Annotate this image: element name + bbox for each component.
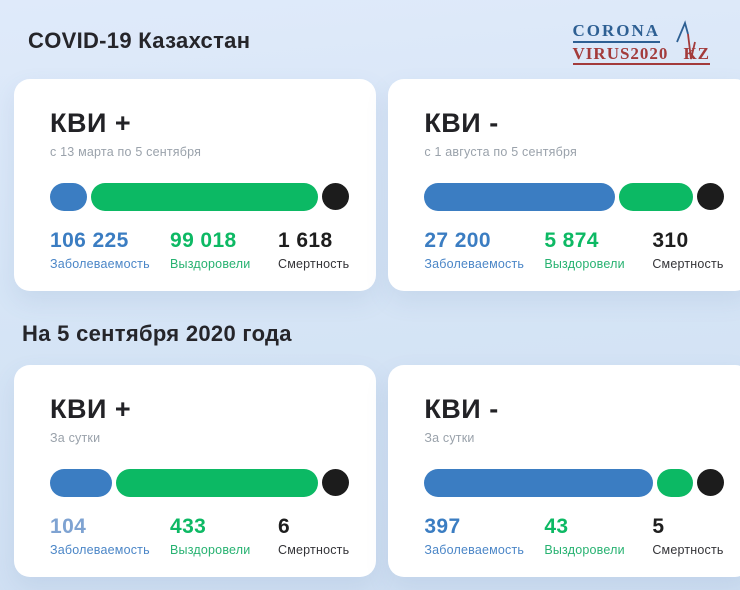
stat-label: Выздоровели	[170, 256, 251, 271]
stat-value: 6	[278, 514, 291, 538]
infected-bar-segment	[50, 468, 113, 497]
recovered-bar-segment	[657, 468, 693, 497]
stat-bar	[50, 182, 350, 211]
stat-label: Смертность	[652, 256, 724, 271]
stat-label: Смертность	[278, 256, 350, 271]
infected-bar-segment	[424, 468, 654, 497]
stat-recovered: 433 Выздоровели	[170, 515, 278, 557]
stat-value: 5 874	[544, 228, 599, 252]
logo-line2a: VIRUS2020	[572, 44, 669, 63]
stat-label: Смертность	[278, 542, 350, 557]
card-subtitle: с 13 марта по 5 сентября	[50, 144, 202, 159]
card-title: КВИ +	[50, 394, 132, 424]
stat-value: 106 225	[50, 228, 129, 252]
stat-label: Заболеваемость	[50, 542, 150, 557]
stat-value: 5	[652, 514, 665, 538]
recovered-bar-segment	[618, 182, 693, 211]
header: COVID-19 Казахстан CORONA VIRUS2020 KZ	[0, 0, 740, 79]
stat-infected: 104 Заболеваемость	[50, 515, 170, 557]
stat-label: Выздоровели	[544, 542, 625, 557]
stat-value: 433	[170, 514, 207, 538]
stat-value: 310	[652, 228, 689, 252]
stat-label: Выздоровели	[170, 542, 251, 557]
stat-label: Заболеваемость	[424, 542, 525, 557]
stat-infected: 27 200 Заболеваемость	[424, 229, 544, 271]
stat-value: 43	[544, 514, 569, 538]
card-title: КВИ -	[424, 108, 499, 138]
stats-row: 397 Заболеваемость 43 Выздоровели 5 Смер…	[424, 515, 723, 557]
stats-row: 104 Заболеваемость 433 Выздоровели 6 Сме…	[50, 515, 349, 557]
stat-bar	[424, 468, 724, 497]
stat-label: Выздоровели	[544, 256, 625, 271]
stat-card-kvi-plus-total: КВИ + с 13 марта по 5 сентября 106 225 З…	[14, 79, 377, 291]
stat-deaths: 310 Смертность	[652, 229, 723, 271]
card-subtitle: За сутки	[424, 430, 475, 445]
stat-deaths: 5 Смертность	[652, 515, 723, 557]
stat-recovered: 99 018 Выздоровели	[170, 229, 278, 271]
page-title: COVID-19 Казахстан	[28, 28, 251, 53]
stat-card-kvi-plus-daily: КВИ + За сутки 104 Заболеваемость 433 Вы…	[14, 365, 377, 577]
coronavirus2020kz-logo[interactable]: CORONA VIRUS2020 KZ	[572, 20, 712, 65]
logo-line1: CORONA	[572, 22, 661, 43]
stat-recovered: 5 874 Выздоровели	[544, 229, 652, 271]
deaths-bar-dot	[696, 469, 724, 497]
heartbeat-pulse-icon	[676, 20, 696, 60]
infected-bar-segment	[424, 182, 615, 211]
recovered-bar-segment	[90, 182, 319, 211]
stat-label: Заболеваемость	[424, 256, 525, 271]
stat-value: 397	[424, 514, 461, 538]
stat-infected: 397 Заболеваемость	[424, 515, 544, 557]
stat-bar	[50, 468, 350, 497]
stat-card-kvi-minus-daily: КВИ - За сутки 397 Заболеваемость 43 Выз…	[388, 365, 740, 577]
deaths-bar-dot	[322, 183, 350, 211]
deaths-bar-dot	[322, 469, 350, 497]
stats-row: 106 225 Заболеваемость 99 018 Выздоровел…	[50, 229, 349, 271]
stat-infected: 106 225 Заболеваемость	[50, 229, 170, 271]
stat-card-kvi-minus-total: КВИ - с 1 августа по 5 сентября 27 200 З…	[388, 79, 740, 291]
infected-bar-segment	[50, 182, 87, 211]
deaths-bar-dot	[696, 183, 724, 211]
stat-label: Смертность	[652, 542, 724, 557]
stat-value: 99 018	[170, 228, 237, 252]
stat-label: Заболеваемость	[50, 256, 150, 271]
card-subtitle: с 1 августа по 5 сентября	[424, 144, 577, 159]
recovered-bar-segment	[116, 468, 319, 497]
stat-value: 1 618	[278, 228, 333, 252]
stat-deaths: 1 618 Смертность	[278, 229, 349, 271]
card-subtitle: За сутки	[50, 430, 101, 445]
stat-value: 27 200	[424, 228, 491, 252]
card-title: КВИ +	[50, 108, 132, 138]
stat-value: 104	[50, 514, 87, 538]
card-title: КВИ -	[424, 394, 499, 424]
stat-deaths: 6 Смертность	[278, 515, 349, 557]
cards-row-daily: КВИ + За сутки 104 Заболеваемость 433 Вы…	[0, 365, 740, 577]
stat-recovered: 43 Выздоровели	[544, 515, 652, 557]
section-title-date: На 5 сентября 2020 года	[22, 321, 292, 346]
stats-row: 27 200 Заболеваемость 5 874 Выздоровели …	[424, 229, 723, 271]
stat-bar	[424, 182, 724, 211]
cards-row-total: КВИ + с 13 марта по 5 сентября 106 225 З…	[0, 79, 740, 291]
